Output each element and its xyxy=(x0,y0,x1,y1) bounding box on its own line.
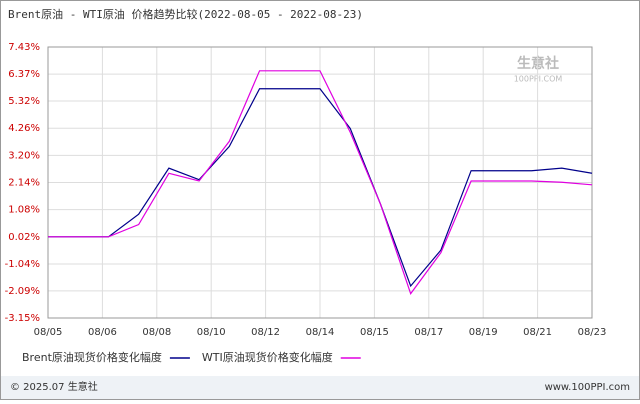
x-tick-label: 08/15 xyxy=(360,327,389,338)
y-tick-label: 5.32% xyxy=(8,96,40,107)
x-tick-label: 08/14 xyxy=(306,327,335,338)
x-tick-label: 08/21 xyxy=(523,327,552,338)
x-tick-label: 08/23 xyxy=(578,327,607,338)
x-tick-label: 08/06 xyxy=(88,327,117,338)
y-tick-label: -2.09% xyxy=(5,286,40,297)
series-line xyxy=(48,88,593,288)
y-tick-label: -3.15% xyxy=(5,313,40,324)
chart-title: Brent原油 - WTI原油 价格趋势比较(2022-08-05 - 2022… xyxy=(8,7,363,21)
series-line xyxy=(48,70,593,295)
y-tick-label: 6.37% xyxy=(8,69,40,80)
x-tick-label: 08/17 xyxy=(414,327,443,338)
y-tick-label: 2.14% xyxy=(8,178,40,189)
footer-bar xyxy=(1,376,639,399)
x-tick-label: 08/10 xyxy=(197,327,226,338)
plot-border xyxy=(47,46,593,319)
y-tick-label: 0.02% xyxy=(8,232,40,243)
footer-left: © 2025.07 生意社 xyxy=(10,380,98,393)
legend-label: WTI原油现货价格变化幅度 xyxy=(202,350,333,364)
y-tick-label: 7.43% xyxy=(8,42,40,53)
x-tick-label: 08/08 xyxy=(142,327,171,338)
y-tick-label: 1.08% xyxy=(8,205,40,216)
x-tick-label: 08/12 xyxy=(251,327,280,338)
y-tick-label: 3.20% xyxy=(8,150,40,161)
y-tick-label: 4.26% xyxy=(8,123,40,134)
footer-right: www.100PPI.com xyxy=(545,382,630,393)
y-tick-label: -1.04% xyxy=(5,259,40,270)
x-tick-label: 08/19 xyxy=(469,327,498,338)
legend-label: Brent原油现货价格变化幅度 xyxy=(22,350,162,364)
x-tick-label: 08/05 xyxy=(34,327,63,338)
